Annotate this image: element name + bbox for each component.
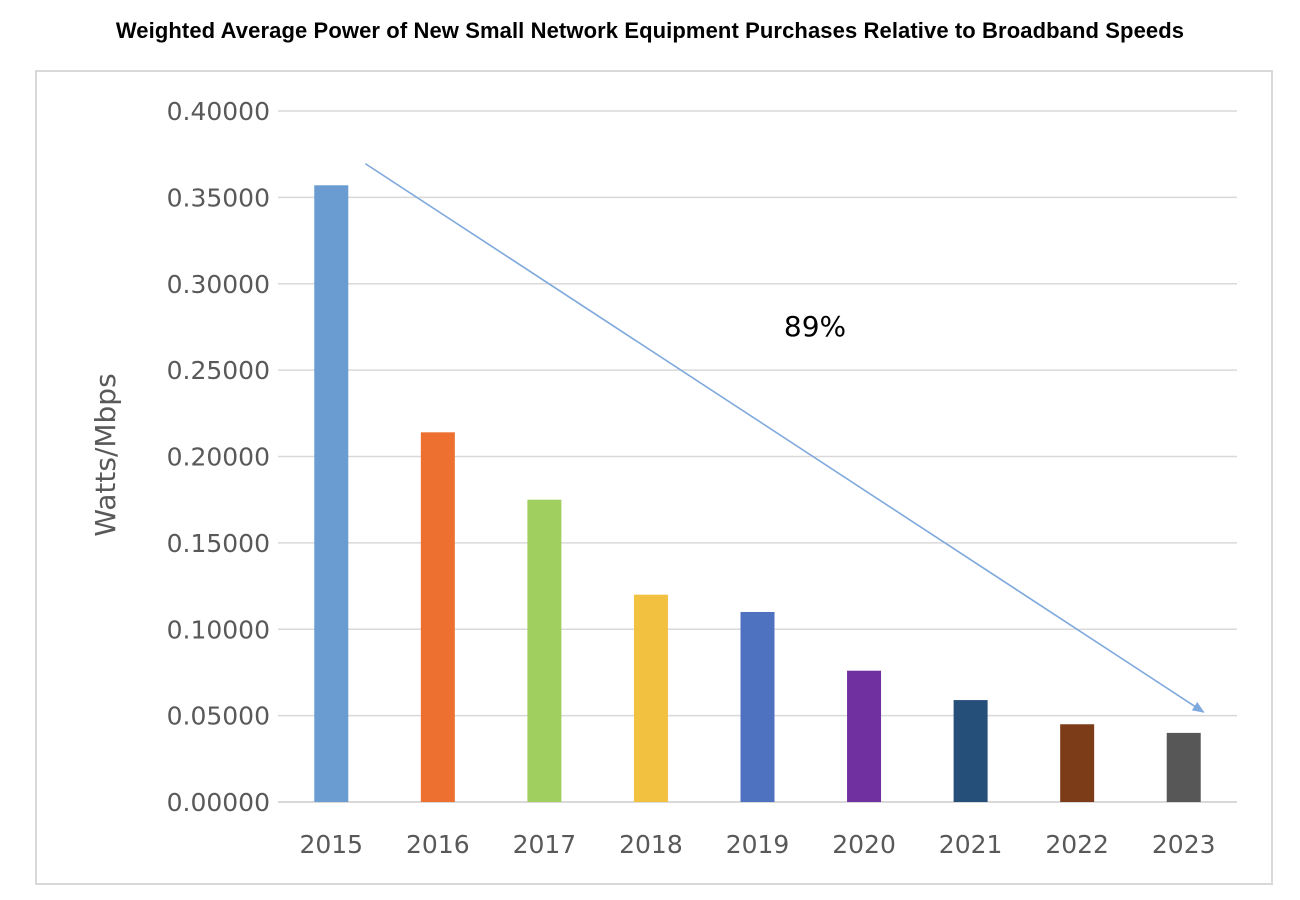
y-tick-label: 0.35000 xyxy=(167,183,270,212)
y-axis-ticks: 0.00000 0.05000 0.10000 0.15000 0.20000 0.250… xyxy=(167,97,270,817)
x-axis-ticks: 2015 2016 2017 2018 2019 2020 2021 2022 2023 xyxy=(299,830,1215,859)
bar-2023 xyxy=(1166,732,1201,802)
x-tick-label: 2017 xyxy=(513,830,577,859)
bars xyxy=(314,185,1201,803)
x-tick-label: 2019 xyxy=(726,830,790,859)
y-tick-label: 0.25000 xyxy=(167,356,270,385)
chart-title: Weighted Average Power of New Small Netw… xyxy=(115,18,1185,43)
bar-2021 xyxy=(953,700,988,802)
bar-2019 xyxy=(740,611,775,802)
trend-arrow xyxy=(364,162,1205,713)
x-tick-label: 2022 xyxy=(1045,830,1109,859)
trend-annotation-label: 89% xyxy=(784,310,846,343)
y-tick-label: 0.05000 xyxy=(167,702,270,731)
y-axis-title: Watts/Mbps xyxy=(89,373,122,536)
x-tick-label: 2020 xyxy=(832,830,896,859)
bar-2022 xyxy=(1060,724,1095,802)
bar-2020 xyxy=(847,670,882,802)
y-tick-label: 0.40000 xyxy=(167,97,270,126)
y-tick-label: 0.00000 xyxy=(167,788,270,817)
x-tick-label: 2015 xyxy=(299,830,363,859)
x-tick-label: 2023 xyxy=(1152,830,1216,859)
x-tick-label: 2021 xyxy=(939,830,1003,859)
x-tick-label: 2016 xyxy=(406,830,470,859)
bar-2017 xyxy=(527,499,562,802)
y-tick-label: 0.15000 xyxy=(167,529,270,558)
bar-2016 xyxy=(420,432,455,802)
bar-2015 xyxy=(314,185,349,803)
x-tick-label: 2018 xyxy=(619,830,683,859)
y-tick-label: 0.10000 xyxy=(167,615,270,644)
trend-annotation: 89% xyxy=(364,162,1205,713)
y-tick-label: 0.30000 xyxy=(167,270,270,299)
y-tick-label: 0.20000 xyxy=(167,443,270,472)
bar-2018 xyxy=(633,594,668,802)
